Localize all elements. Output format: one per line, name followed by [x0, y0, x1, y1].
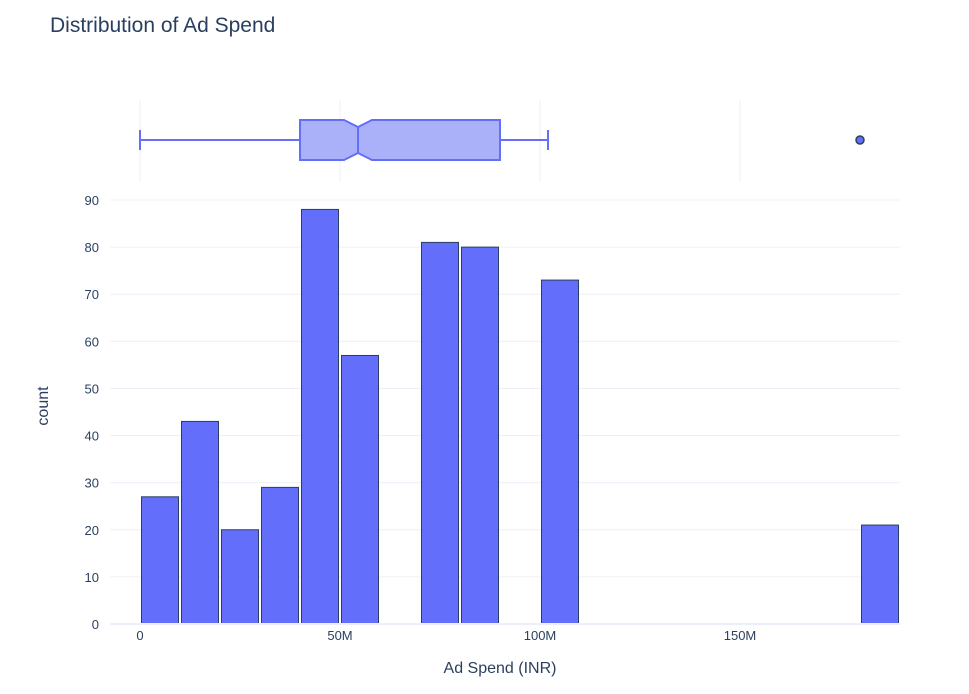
y-tick-label: 0 [92, 617, 99, 632]
y-tick-label: 40 [85, 429, 99, 444]
histogram-bar [141, 496, 179, 625]
y-tick-label: 60 [85, 334, 99, 349]
y-tick-label: 30 [85, 476, 99, 491]
histogram-bar [341, 354, 379, 625]
histogram-bar [461, 246, 499, 625]
x-tick-label: 0 [136, 628, 143, 643]
histogram-bar [861, 524, 899, 625]
x-tick-label: 100M [524, 628, 557, 643]
histogram-bar [181, 420, 219, 625]
histogram-bar [541, 279, 579, 625]
y-tick-label: 10 [85, 570, 99, 585]
axes: 0 10 20 30 40 50 60 70 80 90 0 50M 100M 150M [85, 193, 900, 643]
box-notched-body [299, 119, 501, 161]
x-tick-label: 50M [327, 628, 352, 643]
y-tick-label: 50 [85, 381, 99, 396]
y-tick-label: 70 [85, 287, 99, 302]
grid-layer [110, 100, 900, 578]
histogram-bar [261, 486, 299, 625]
histogram-bar [301, 208, 339, 625]
y-tick-label: 90 [85, 193, 99, 208]
chart-title: Distribution of Ad Spend [50, 14, 276, 37]
x-axis-title: Ad Spend (INR) [444, 660, 557, 677]
marginal-boxplot [139, 119, 865, 161]
histogram-bar [221, 529, 259, 625]
histogram-bar [421, 241, 459, 625]
y-tick-label: 20 [85, 523, 99, 538]
y-axis-title: count [35, 386, 52, 426]
y-tick-label: 80 [85, 240, 99, 255]
box-outlier-point [855, 135, 865, 145]
x-tick-label: 150M [724, 628, 757, 643]
histogram-bars [141, 208, 899, 625]
